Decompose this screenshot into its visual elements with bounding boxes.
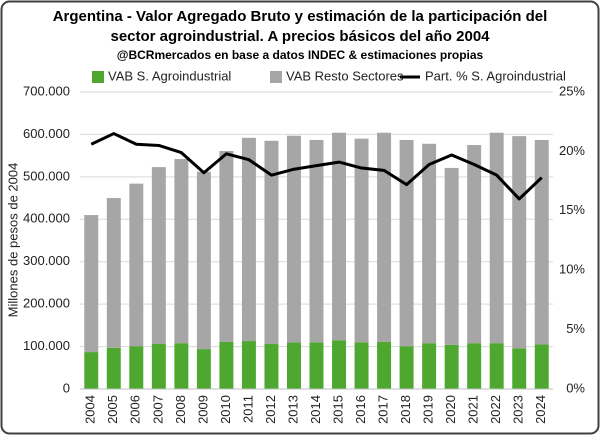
y2-tick-label: 10%: [559, 262, 585, 277]
bar: [332, 340, 347, 389]
bar: [241, 341, 256, 389]
x-tick-label: 2015: [330, 395, 345, 424]
bar: [467, 145, 482, 344]
bar: [174, 159, 189, 344]
bar: [444, 167, 459, 345]
bar: [377, 132, 392, 342]
bar: [241, 137, 256, 342]
x-tick-label: 2012: [263, 395, 278, 424]
y-tick-label: 700.000: [23, 83, 70, 98]
bar: [151, 344, 166, 389]
x-tick-label: 2011: [240, 395, 255, 423]
bar: [196, 349, 211, 389]
bar: [264, 140, 279, 345]
bar: [399, 346, 414, 389]
x-tick-label: 2018: [398, 395, 413, 424]
y-tick-label: 200.000: [23, 296, 70, 311]
chart-subtitle: @BCRmercados en base a datos INDEC & est…: [117, 48, 484, 62]
legend-label: Part. % S. Agroindustrial: [425, 68, 566, 83]
x-tick-label: 2020: [443, 395, 458, 424]
bar: [512, 136, 527, 349]
bar: [286, 342, 301, 389]
x-tick-label: 2005: [105, 395, 120, 424]
y-tick-label: 400.000: [23, 211, 70, 226]
chart-title: Argentina - Valor Agregado Bruto y estim…: [53, 8, 548, 25]
x-tick-label: 2007: [150, 395, 165, 424]
bar: [286, 135, 301, 343]
bar: [444, 344, 459, 389]
bar: [399, 139, 414, 347]
legend-label: VAB Resto Sectores: [286, 68, 404, 83]
y-tick-label: 500.000: [23, 168, 70, 183]
bar: [534, 139, 549, 345]
bar: [377, 341, 392, 389]
bar: [422, 143, 437, 344]
bar: [354, 342, 369, 389]
bar: [512, 348, 527, 389]
bar: [354, 138, 369, 343]
y2-tick-label: 25%: [559, 83, 585, 98]
y-tick-label: 100.000: [23, 338, 70, 353]
y2-tick-label: 15%: [559, 202, 585, 217]
bar: [309, 342, 324, 389]
x-tick-label: 2022: [488, 395, 503, 424]
bar: [534, 344, 549, 389]
chart-title: sector agroindustrial. A precios básicos…: [110, 28, 490, 45]
legend-label: VAB S. Agroindustrial: [108, 68, 231, 83]
x-tick-label: 2006: [128, 395, 143, 424]
bar: [219, 150, 234, 342]
bar: [84, 352, 99, 389]
y2-tick-label: 0%: [566, 380, 585, 395]
bar: [467, 343, 482, 389]
y-tick-label: 0: [63, 380, 70, 395]
legend-swatch: [270, 71, 282, 83]
x-tick-label: 2023: [511, 395, 526, 424]
bar: [84, 215, 99, 353]
bar: [129, 346, 144, 389]
bar: [196, 171, 211, 350]
bar: [151, 167, 166, 345]
bar: [106, 198, 121, 348]
bar: [129, 183, 144, 347]
y-axis-label: Millones de pesos de 2004: [5, 163, 20, 318]
x-tick-label: 2017: [376, 395, 391, 424]
bar: [309, 139, 324, 343]
x-tick-label: 2014: [308, 395, 323, 424]
bar: [264, 344, 279, 389]
x-tick-label: 2019: [421, 395, 436, 424]
x-tick-label: 2024: [533, 395, 548, 424]
x-tick-label: 2004: [83, 395, 98, 424]
x-tick-label: 2016: [353, 395, 368, 424]
bar: [332, 132, 347, 341]
y2-tick-label: 5%: [566, 321, 585, 336]
y2-tick-label: 20%: [559, 143, 585, 158]
bar: [422, 343, 437, 389]
bar: [489, 343, 504, 389]
bar: [174, 343, 189, 389]
bar: [219, 341, 234, 389]
y-tick-label: 600.000: [23, 126, 70, 141]
bar: [106, 347, 121, 389]
y-tick-label: 300.000: [23, 253, 70, 268]
x-tick-label: 2010: [218, 395, 233, 424]
x-tick-label: 2009: [195, 395, 210, 424]
x-tick-label: 2008: [173, 395, 188, 424]
x-tick-label: 2013: [285, 395, 300, 424]
legend-swatch: [92, 71, 104, 83]
bar: [489, 132, 504, 344]
line: [90, 132, 543, 201]
x-tick-label: 2021: [466, 395, 481, 424]
